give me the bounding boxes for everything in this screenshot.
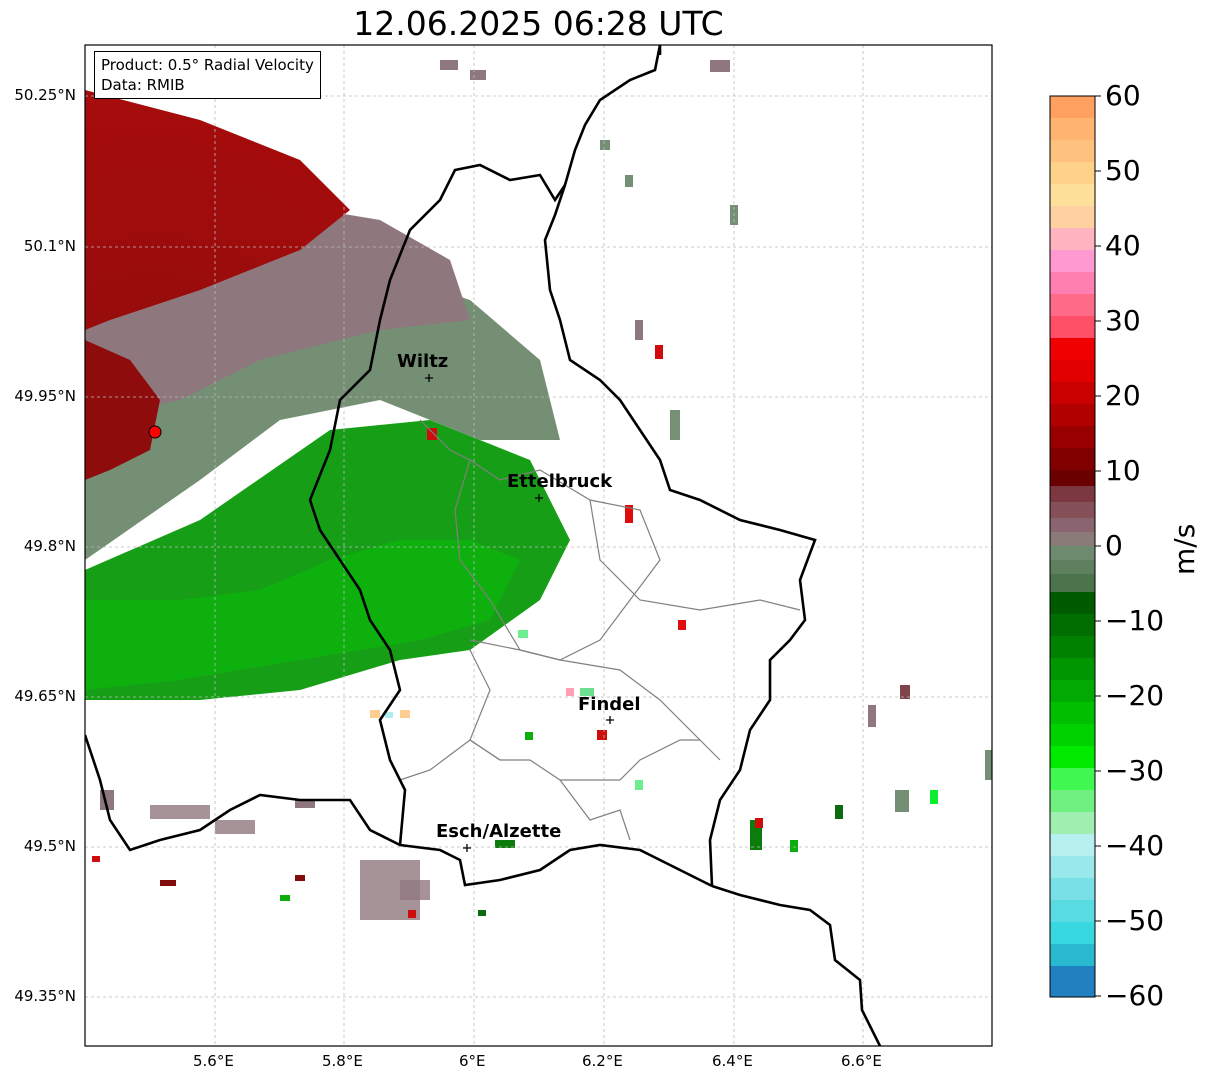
map-title: 12.06.2025 06:28 UTC xyxy=(353,4,724,43)
colorbar-tick-label: −40 xyxy=(1105,829,1165,862)
scattered-echoes xyxy=(92,60,992,920)
radar-site-marker xyxy=(148,425,162,439)
ettelbruck-marker xyxy=(535,494,543,502)
outbound-velocity-area-2 xyxy=(85,340,160,480)
city-markers xyxy=(425,374,614,852)
lat-label: 50.1°N xyxy=(23,237,76,255)
data-source-label: Data: RMIB xyxy=(101,76,185,94)
colorbar-tick-label: −10 xyxy=(1105,604,1165,637)
national-borders xyxy=(85,45,882,1046)
colorbar-tick-label: −30 xyxy=(1105,754,1165,787)
plot-frame xyxy=(84,44,993,1047)
esch-alzette-marker xyxy=(463,844,471,852)
product-info-box: Product: 0.5° Radial Velocity Data: RMIB xyxy=(94,51,321,99)
lon-label: 6°E xyxy=(459,1052,486,1070)
colorbar-tick-label: 30 xyxy=(1105,304,1141,337)
colorbar xyxy=(1049,95,1101,998)
findel-marker xyxy=(606,716,614,724)
city-label-wiltz: Wiltz xyxy=(397,351,449,372)
city-label-findel: Findel xyxy=(578,694,641,715)
lat-label: 49.5°N xyxy=(23,837,76,855)
city-label-esch-alzette: Esch/Alzette xyxy=(436,821,562,842)
lon-label: 5.8°E xyxy=(322,1052,363,1070)
lat-label: 49.65°N xyxy=(14,687,76,705)
product-label: Product: 0.5° Radial Velocity xyxy=(101,56,314,74)
city-label-ettelbruck: Ettelbruck xyxy=(507,471,613,492)
colorbar-tick-label: −20 xyxy=(1105,679,1165,712)
colorbar-tick-label: 20 xyxy=(1105,379,1141,412)
inbound-velocity-core xyxy=(85,540,520,690)
colorbar-tick-label: 0 xyxy=(1105,529,1123,562)
colorbar-tick-label: 40 xyxy=(1105,229,1141,262)
lon-label: 6.6°E xyxy=(841,1052,882,1070)
colorbar-tick-label: 60 xyxy=(1105,79,1141,112)
colorbar-unit-label: m/s xyxy=(1168,523,1201,575)
lon-label: 6.2°E xyxy=(582,1052,623,1070)
colorbar-tick-label: −60 xyxy=(1105,979,1165,1012)
lon-label: 6.4°E xyxy=(712,1052,753,1070)
radar-echo-layer xyxy=(85,60,992,920)
colorbar-tick-label: 10 xyxy=(1105,454,1141,487)
colorbar-tick-label: −50 xyxy=(1105,904,1165,937)
lat-label: 50.25°N xyxy=(14,86,76,104)
lat-label: 49.95°N xyxy=(14,387,76,405)
lon-label: 5.6°E xyxy=(193,1052,234,1070)
wiltz-marker xyxy=(425,374,433,382)
canton-borders xyxy=(399,419,801,841)
lat-label: 49.35°N xyxy=(14,987,76,1005)
colorbar-tick-label: 50 xyxy=(1105,154,1141,187)
outbound-velocity-area xyxy=(85,90,350,330)
lat-label: 49.8°N xyxy=(23,537,76,555)
